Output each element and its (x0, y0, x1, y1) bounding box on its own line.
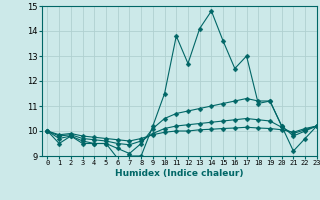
X-axis label: Humidex (Indice chaleur): Humidex (Indice chaleur) (115, 169, 244, 178)
